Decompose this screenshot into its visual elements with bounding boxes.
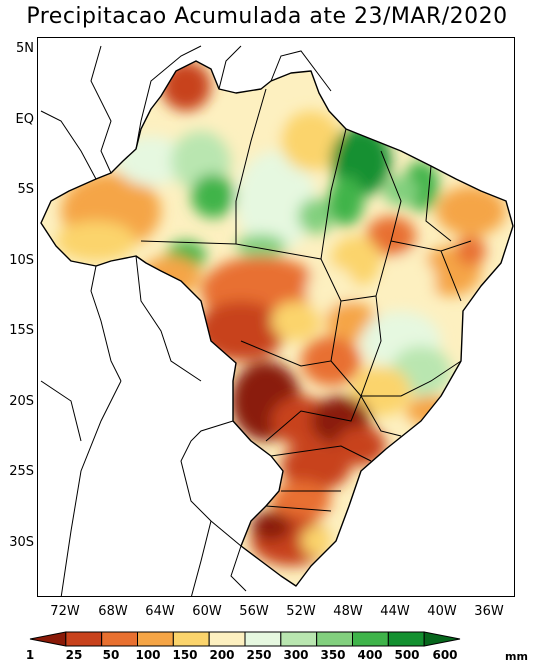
colorbar-segment <box>316 631 353 647</box>
lon-label: 36W <box>474 604 504 619</box>
colorbar-label: 150 <box>172 648 198 662</box>
colorbar-label: 200 <box>209 648 235 662</box>
colorbar-label: 350 <box>320 648 346 662</box>
colorbar-unit: mm <box>505 650 528 663</box>
colorbar-label: 600 <box>432 648 458 662</box>
colorbar-label: 300 <box>283 648 309 662</box>
colorbar-segment <box>29 631 67 647</box>
lat-label: 15S <box>9 323 34 338</box>
lon-label: 48W <box>333 604 363 619</box>
colorbar-segment <box>137 631 174 647</box>
colorbar-segment <box>280 631 318 647</box>
lat-label: 25S <box>9 464 34 479</box>
colorbar-label: 400 <box>357 648 383 662</box>
colorbar-segment <box>101 631 138 647</box>
colorbar-label: 50 <box>102 648 120 662</box>
lon-label: 44W <box>380 604 410 619</box>
colorbar <box>29 631 461 647</box>
lat-label: 10S <box>9 253 34 268</box>
colorbar-label: 250 <box>246 648 272 662</box>
precipitation-map <box>40 45 514 596</box>
lat-label: 5N <box>16 41 34 56</box>
colorbar-label: 25 <box>65 648 83 662</box>
colorbar-segment <box>387 631 425 647</box>
colorbar-segment <box>352 631 389 647</box>
colorbar-segment <box>172 631 210 647</box>
lat-label: 30S <box>9 535 34 550</box>
lon-label: 68W <box>98 604 128 619</box>
lon-label: 64W <box>145 604 175 619</box>
colorbar-segment <box>423 631 461 647</box>
lon-label: 52W <box>286 604 316 619</box>
colorbar-label: 100 <box>135 648 161 662</box>
lat-label: 20S <box>9 394 34 409</box>
map-title: Precipitacao Acumulada ate 23/MAR/2020 <box>26 4 508 29</box>
lon-label: 56W <box>239 604 269 619</box>
lat-label: 5S <box>17 182 34 197</box>
lon-label: 60W <box>192 604 222 619</box>
colorbar-segment <box>65 631 103 647</box>
lon-label: 72W <box>50 604 80 619</box>
colorbar-label: 500 <box>394 648 420 662</box>
lon-label: 40W <box>427 604 457 619</box>
colorbar-label: 1 <box>25 648 35 662</box>
lat-label: EQ <box>15 112 34 127</box>
colorbar-segment <box>208 631 246 647</box>
map-area <box>37 37 515 597</box>
colorbar-segment <box>244 631 282 647</box>
